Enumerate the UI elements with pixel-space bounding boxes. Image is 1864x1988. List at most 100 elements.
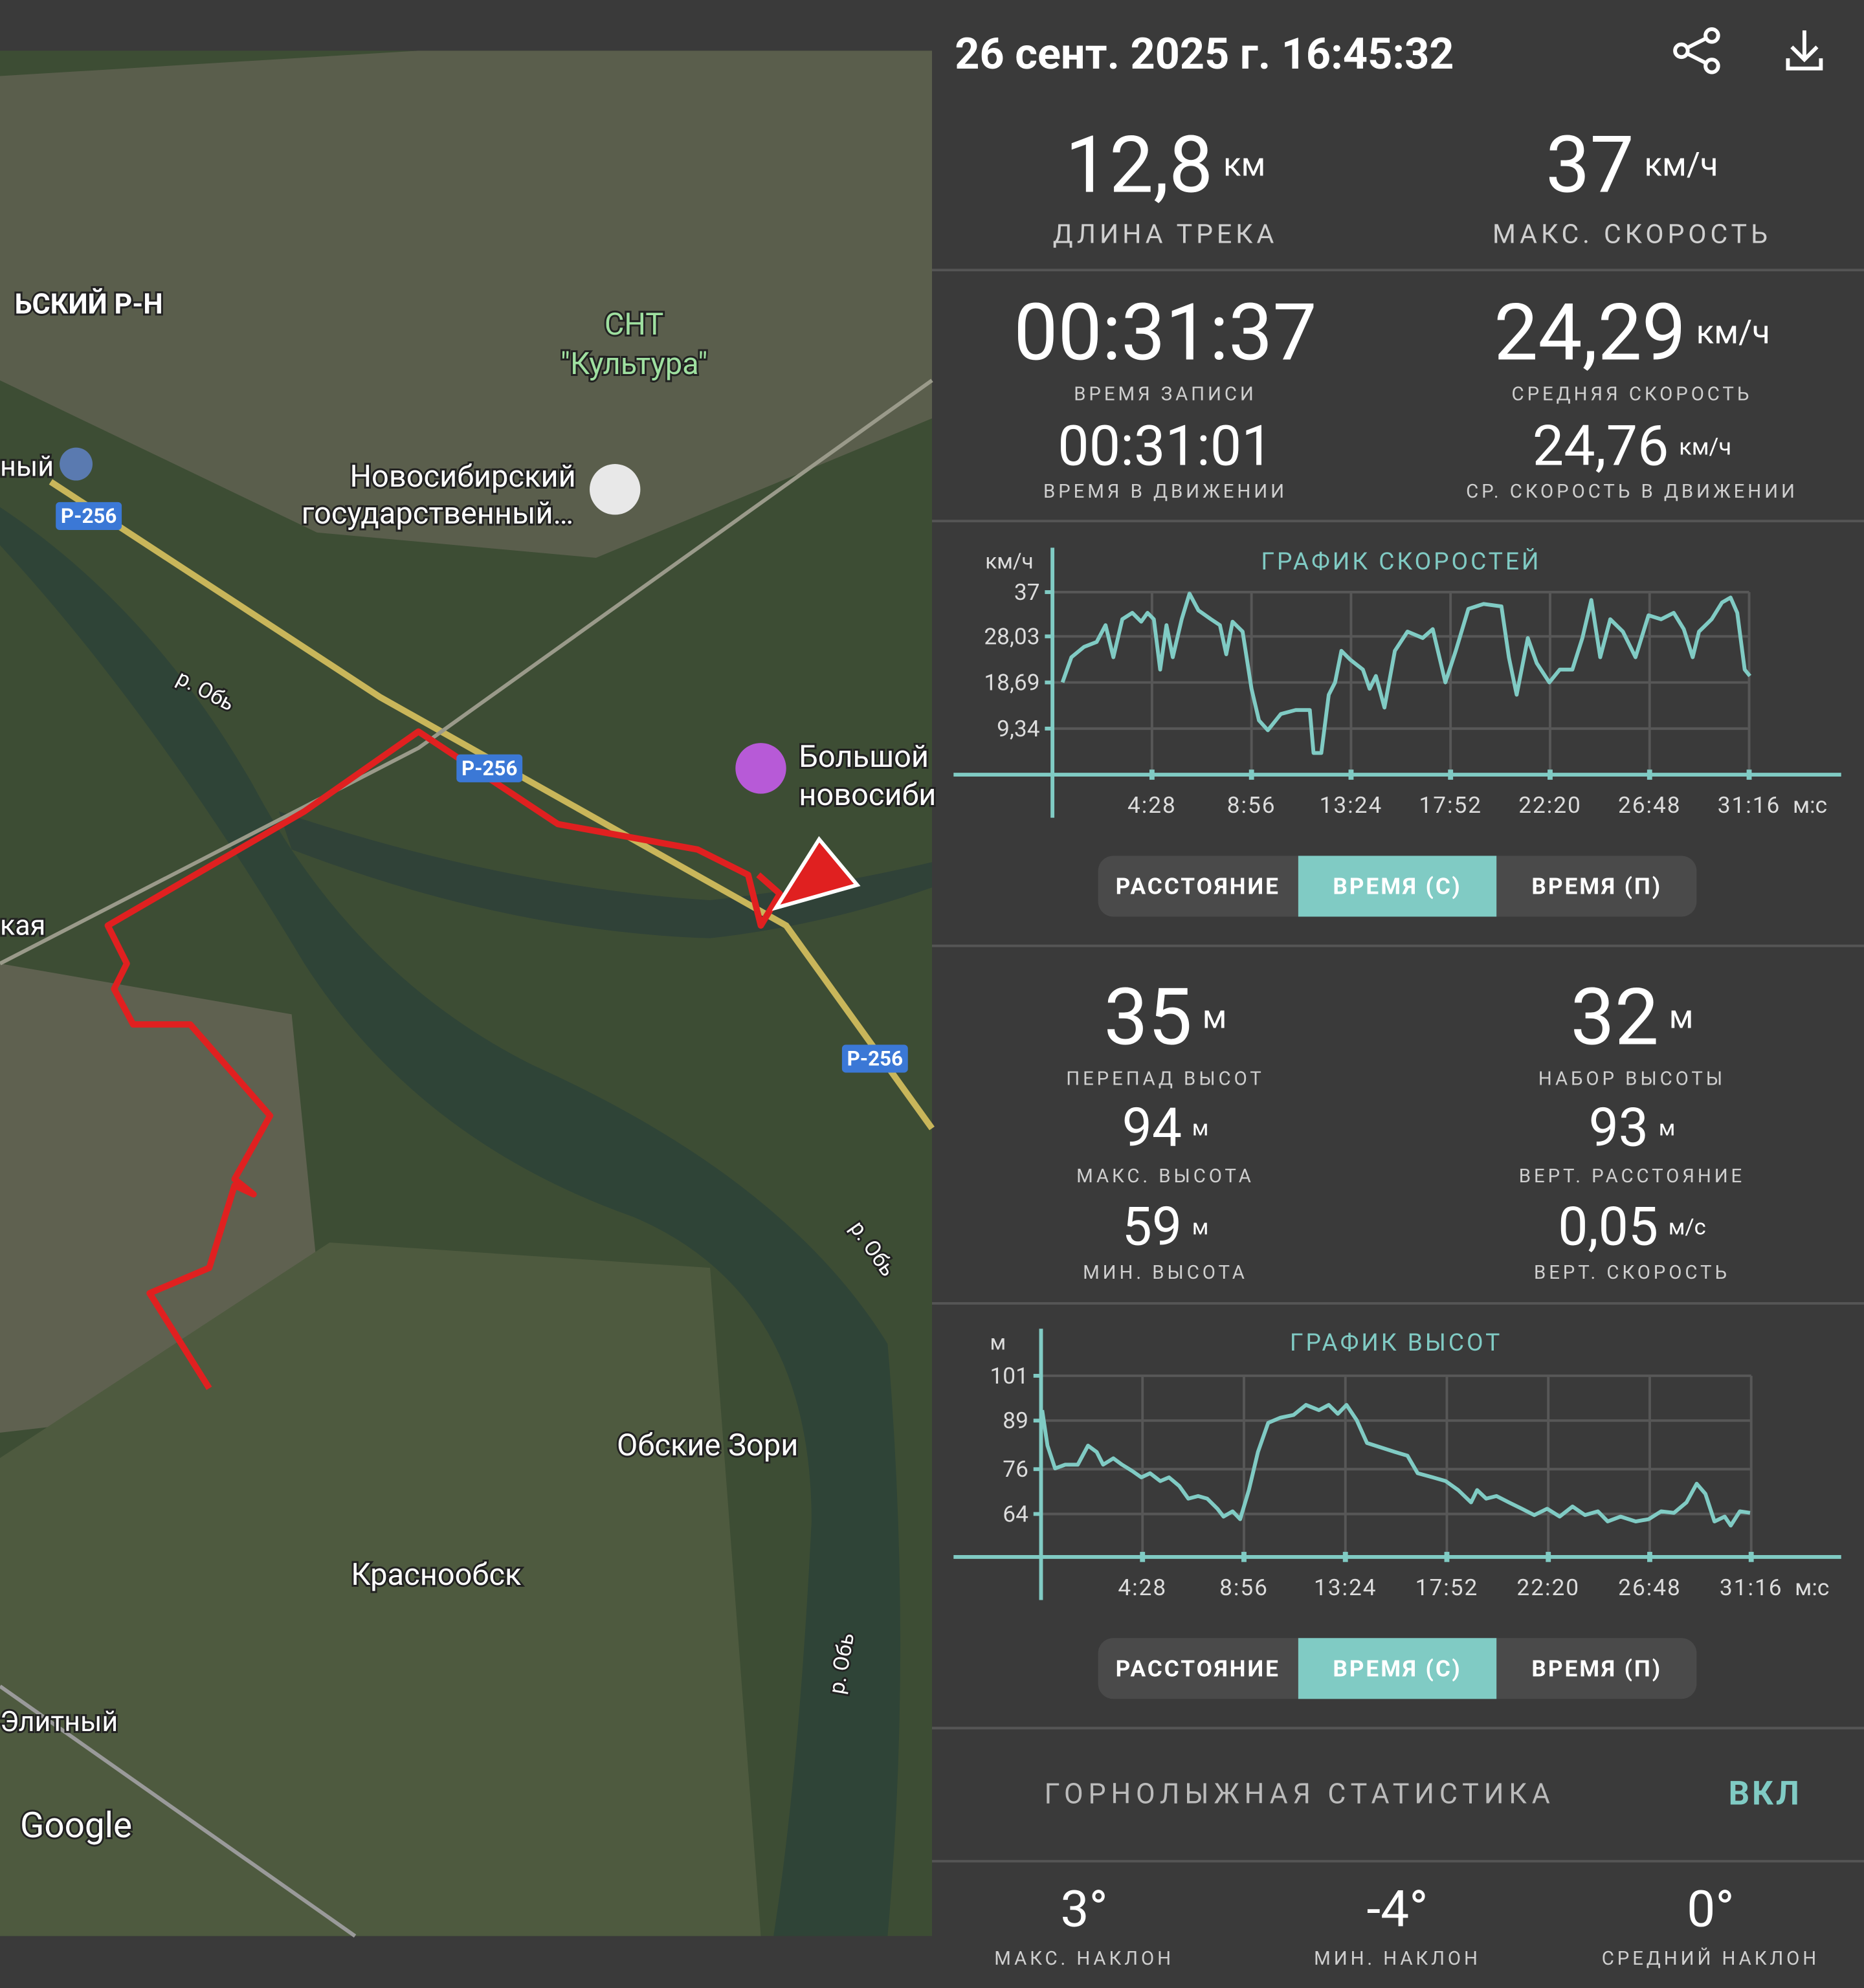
x-tick-label: 8:56 xyxy=(1227,791,1276,819)
stat-label: ВРЕМЯ ЗАПИСИ xyxy=(1074,383,1257,405)
map-label: Большой xyxy=(799,739,929,775)
stat-value: 32 xyxy=(1570,971,1659,1063)
route xyxy=(104,728,783,1390)
stat-value: 00:31:37 xyxy=(1014,286,1316,379)
map-label: Краснообск xyxy=(351,1557,521,1593)
x-unit: м:с xyxy=(1795,1574,1829,1601)
stat-value: 94 xyxy=(1122,1098,1182,1160)
chart-title: ГРАФИК СКОРОСТЕЙ xyxy=(1261,547,1541,576)
stat: 24,76 км/ч xyxy=(1533,414,1731,479)
date-title: 26 сент. 2025 г. 16:45:32 xyxy=(955,29,1454,80)
stat-value: 93 xyxy=(1589,1098,1648,1160)
map-label: Р-256 xyxy=(461,757,517,780)
stat-unit: м xyxy=(1203,998,1227,1036)
stat-unit: км xyxy=(1223,146,1265,184)
map-label: Р-256 xyxy=(61,504,116,528)
x-tick-label: 17:52 xyxy=(1415,1574,1479,1601)
map-label: новосиби xyxy=(799,777,936,813)
x-tick-label: 31:16 xyxy=(1718,791,1781,819)
stat: 35 м xyxy=(1104,971,1226,1063)
segment-button[interactable]: РАССТОЯНИЕ xyxy=(1116,1655,1280,1682)
stat: 00:31:01 xyxy=(1058,414,1272,479)
segment-button[interactable]: ВРЕМЯ (П) xyxy=(1531,872,1662,900)
stat: 37 км/ч xyxy=(1546,118,1718,211)
segment-selected xyxy=(1298,1638,1497,1699)
stat: 0,05 м/с xyxy=(1558,1196,1706,1258)
y-tick-label: 89 xyxy=(1003,1407,1028,1434)
road-badge xyxy=(841,1044,908,1073)
stat-label: СРЕДНИЙ НАКЛОН xyxy=(1602,1947,1819,1970)
stat-label: ВЕРТ. СКОРОСТЬ xyxy=(1534,1262,1730,1284)
segment-button[interactable]: ВРЕМЯ (С) xyxy=(1333,1655,1461,1682)
stat: 12,8 км xyxy=(1065,118,1266,211)
y-unit: км/ч xyxy=(985,549,1034,574)
chart-title: ГРАФИК ВЫСОТ xyxy=(1290,1329,1502,1357)
stat: 24,29 км/ч xyxy=(1494,286,1770,379)
section-title: ГОРНОЛЫЖНАЯ СТАТИСТИКА xyxy=(1045,1778,1555,1811)
poi-icon xyxy=(735,743,786,794)
poi-icon xyxy=(60,447,93,481)
stat-label: СР. СКОРОСТЬ В ДВИЖЕНИИ xyxy=(1466,481,1798,503)
road xyxy=(0,1684,357,1938)
stat-unit: м/с xyxy=(1669,1214,1706,1240)
stat-label: СРЕДНЯЯ СКОРОСТЬ xyxy=(1512,383,1753,405)
stat-label: ВЕРТ. РАССТОЯНИЕ xyxy=(1519,1165,1745,1187)
segment-button[interactable]: ВРЕМЯ (С) xyxy=(1333,872,1461,900)
river xyxy=(0,507,901,1936)
map xyxy=(0,50,935,1938)
map-label: государственный… xyxy=(302,496,573,531)
stat-label: НАБОР ВЫСОТЫ xyxy=(1538,1068,1725,1090)
x-tick-label: 4:28 xyxy=(1127,791,1177,819)
map-label: ный xyxy=(0,450,54,483)
road-badge xyxy=(56,502,122,530)
map-label: кая xyxy=(0,909,45,942)
stat-value: -4° xyxy=(1367,1880,1428,1939)
chart-line xyxy=(1040,1403,1751,1528)
stat-unit: м xyxy=(1192,1116,1209,1142)
stat-unit: км/ч xyxy=(1696,313,1770,351)
download-button[interactable] xyxy=(1786,30,1823,71)
stat-value: 0° xyxy=(1687,1880,1734,1939)
y-tick-label: 18,69 xyxy=(984,669,1039,696)
stat-value: 0,05 xyxy=(1558,1196,1658,1258)
stat: 59 м xyxy=(1122,1196,1209,1258)
x-tick-label: 22:20 xyxy=(1518,791,1582,819)
road-badge xyxy=(456,754,523,782)
segment-button[interactable]: ВРЕМЯ (П) xyxy=(1531,1655,1662,1682)
urban-area xyxy=(0,1242,761,1936)
map-label: Google xyxy=(20,1805,132,1846)
stat-label: МАКС. ВЫСОТА xyxy=(1076,1165,1254,1187)
stat-value: 59 xyxy=(1122,1196,1182,1258)
stat-label: ДЛИНА ТРЕКА xyxy=(1053,219,1278,250)
share-button[interactable] xyxy=(1673,27,1720,74)
poi-icon xyxy=(590,464,641,515)
map-label: СНТ xyxy=(605,307,664,342)
stat-unit: м xyxy=(1192,1214,1209,1240)
stat-value: 37 xyxy=(1546,118,1634,211)
stat-value: 12,8 xyxy=(1065,118,1214,211)
urban-area xyxy=(0,50,932,558)
y-tick-label: 37 xyxy=(1014,579,1040,606)
segment-button[interactable]: РАССТОЯНИЕ xyxy=(1116,872,1280,900)
y-tick-label: 64 xyxy=(1003,1501,1028,1528)
stat-label: ВРЕМЯ В ДВИЖЕНИИ xyxy=(1043,481,1287,503)
map-label: Р-256 xyxy=(847,1046,903,1070)
y-tick-label: 9,34 xyxy=(997,715,1040,742)
stat-label: МИН. ВЫСОТА xyxy=(1083,1262,1248,1284)
toggle-button[interactable]: ВКЛ xyxy=(1729,1775,1802,1813)
x-tick-label: 26:48 xyxy=(1618,1574,1681,1601)
stat-unit: км/ч xyxy=(1679,432,1731,460)
segment-selected xyxy=(1298,856,1497,917)
stat-value: 00:31:01 xyxy=(1058,414,1272,479)
stat-value: 24,76 xyxy=(1533,414,1669,479)
stat-value: 24,29 xyxy=(1494,286,1686,379)
road xyxy=(49,479,935,1131)
chart-line xyxy=(1060,591,1751,755)
stat: 32 м xyxy=(1570,971,1693,1063)
stat: 93 м xyxy=(1589,1098,1676,1160)
x-tick-label: 13:24 xyxy=(1320,791,1383,819)
map-label: Обские Зори xyxy=(617,1428,798,1463)
map-label: ЬСКИЙ Р-Н xyxy=(15,288,163,321)
y-unit: м xyxy=(990,1330,1006,1355)
